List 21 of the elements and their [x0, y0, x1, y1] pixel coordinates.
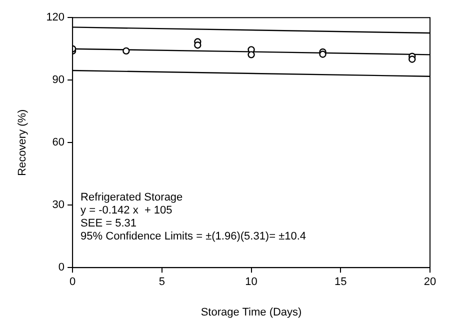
- point: [122, 47, 130, 55]
- annotation: 95% Confidence Limits = ±(1.96)(5.31)= ±10.4: [80, 230, 306, 243]
- annotation: y = -0.142 x + 105: [80, 204, 172, 217]
- point: [319, 50, 326, 58]
- x-tick-label: 10: [245, 276, 258, 288]
- y-tick-label: 90: [52, 74, 65, 86]
- y-tick-label: 60: [52, 136, 65, 149]
- x-tick-label: 20: [424, 276, 436, 288]
- y-axis-title: Recovery (%): [16, 109, 29, 176]
- x-tick-label: 15: [334, 276, 347, 288]
- point: [248, 51, 255, 58]
- point: [194, 42, 202, 49]
- y-tick-label: 30: [52, 199, 65, 212]
- point: [408, 56, 416, 63]
- annotation: Refrigerated Storage: [80, 192, 183, 204]
- y-tick-label: 0: [58, 262, 65, 274]
- y-tick-label: 120: [46, 12, 65, 24]
- x-tick-label: 0: [69, 276, 76, 288]
- annotation: SEE = 5.31: [80, 218, 137, 230]
- x-axis-title: Storage Time (Days): [200, 306, 302, 318]
- x-tick-label: 5: [158, 276, 165, 288]
